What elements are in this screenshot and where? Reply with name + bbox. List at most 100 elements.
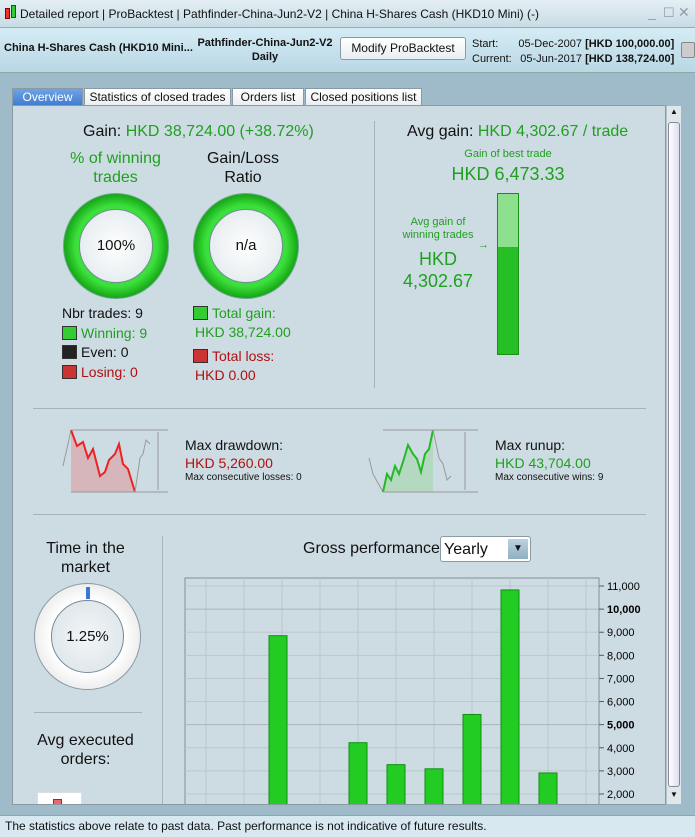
runup-line-after — [432, 429, 452, 481]
drawdown-label: Max drawdown: — [185, 437, 284, 453]
capital-info: Start: 05-Dec-2007 [HKD 100,000.00] Curre… — [472, 37, 674, 67]
divider — [33, 514, 646, 515]
divider — [162, 536, 163, 804]
title-bar: Detailed report | ProBacktest | Pathfind… — [0, 0, 695, 28]
runup-label: Max runup: — [495, 437, 566, 453]
drawdown-info: Max drawdown: HKD 5,260.00 Max consecuti… — [185, 436, 302, 484]
time-in-market-title: Time in the market — [46, 540, 125, 576]
avg-win-value: HKD 4,302.67 — [393, 248, 483, 292]
divider — [374, 121, 375, 388]
winning-donut: 100% — [63, 193, 169, 299]
avg-win-currency: HKD — [418, 249, 457, 269]
scroll-down-icon[interactable]: ▼ — [670, 790, 678, 799]
drawdown-sparkline — [62, 429, 168, 493]
nbr-trades: Nbr trades: 9 — [62, 305, 143, 321]
y-tick-label: 8,000 — [607, 650, 635, 662]
current-label: Current: — [472, 53, 512, 65]
breadcrumb: Detailed report | ProBacktest | Pathfind… — [20, 7, 539, 21]
avg-win-label: Avg gain of winning trades — [402, 216, 474, 241]
time-fill-mark — [86, 587, 90, 599]
current-capital: [HKD 138,724.00] — [585, 53, 675, 65]
scrollbar-thumb[interactable] — [668, 122, 680, 787]
total-loss-label: Total loss: — [212, 348, 275, 364]
bar — [268, 635, 288, 804]
breadcrumb-item[interactable]: Detailed report — [20, 7, 99, 21]
avg-gain-value: HKD 4,302.67 / trade — [477, 123, 629, 140]
gain-loss-totals: Total gain: HKD 38,724.00 Total loss: HK… — [193, 304, 291, 385]
y-tick-label: 11,000 — [607, 581, 640, 593]
tab-orders-list[interactable]: Orders list — [232, 88, 304, 106]
bar — [462, 713, 482, 804]
chevron-down-icon[interactable]: ▼ — [508, 539, 528, 559]
divider — [33, 408, 646, 409]
gain-swatch — [193, 306, 208, 320]
report-header: China H-Shares Cash (HKD10 Mini... Pathf… — [0, 28, 695, 73]
drawdown-line — [70, 429, 136, 493]
bar — [348, 742, 368, 804]
drawdown-value: HKD 5,260.00 — [185, 455, 273, 471]
avg-executed-orders-title: Avg executed orders: — [37, 732, 134, 768]
period-select[interactable]: Yearly ▼ — [440, 536, 531, 562]
avg-gain-bar — [497, 193, 519, 355]
total-gain-label: Total gain: — [212, 305, 276, 321]
print-icon[interactable] — [681, 42, 695, 58]
scroll-up-icon[interactable]: ▲ — [670, 107, 678, 116]
winning-count: Winning: 9 — [81, 324, 148, 341]
tab-overview[interactable]: Overview — [12, 88, 83, 106]
y-tick-label: 3,000 — [607, 766, 635, 778]
runup-line-before — [368, 457, 384, 493]
bar — [538, 772, 558, 804]
best-trade-value: HKD 6,473.33 — [451, 164, 565, 184]
trade-counts: Nbr trades: 9 Winning: 9 Even: 0 Losing:… — [62, 304, 147, 382]
even-swatch — [62, 345, 77, 359]
timeframe: Daily — [251, 51, 279, 63]
runup-info: Max runup: HKD 43,704.00 Max consecutive… — [495, 436, 603, 484]
vertical-scrollbar[interactable]: ▲ ▼ — [666, 106, 681, 804]
strategy-name: Pathfinder-China-Jun2-V2 — [197, 37, 333, 49]
y-tick-label: 10,000 — [607, 604, 641, 616]
overview-panel: Gain: HKD 38,724.00 (+38.72%) % of winni… — [12, 105, 666, 805]
y-tick-label: 9,000 — [607, 627, 635, 639]
y-tick-label: 2,000 — [607, 789, 635, 801]
drawdown-line-after — [134, 438, 151, 493]
bar — [386, 764, 406, 804]
modify-probacktest-button[interactable]: Modify ProBacktest — [340, 37, 466, 60]
winning-pct: 100% — [79, 209, 153, 283]
gain-summary: Gain: HKD 38,724.00 (+38.72%) — [83, 123, 314, 141]
runup-area — [383, 430, 433, 492]
y-tick-label: 5,000 — [607, 720, 635, 732]
loss-swatch — [193, 349, 208, 363]
losing-count: Losing: 0 — [81, 363, 138, 380]
tab-statistics-closed-trades[interactable]: Statistics of closed trades — [84, 88, 231, 106]
candlestick-icon — [5, 8, 10, 19]
best-trade-label: Gain of best trade — [464, 148, 552, 160]
avg-gain-summary: Avg gain: HKD 4,302.67 / trade — [407, 123, 628, 141]
avg-win-number: 4,302.67 — [402, 271, 474, 291]
close-icon[interactable]: ✕ — [678, 4, 690, 20]
breadcrumb-item[interactable]: Pathfinder-China-Jun2-V2 — [183, 7, 322, 21]
divider — [34, 712, 142, 713]
minimize-icon[interactable]: _ — [648, 4, 656, 20]
breadcrumb-item[interactable]: ProBacktest — [108, 7, 174, 21]
max-consecutive-losses: Max consecutive losses: 0 — [185, 472, 302, 483]
chart-svg: 11,000 10,000 9,000 8,000 7,000 6,000 5,000 4,0… — [184, 577, 641, 804]
arrow-icon: → — [478, 239, 489, 251]
candlestick-icon — [11, 5, 16, 18]
gain-label: Gain: — [83, 123, 122, 140]
maximize-icon[interactable]: ☐ — [663, 5, 675, 20]
winning-swatch — [62, 325, 77, 340]
start-date: 05-Dec-2007 — [518, 38, 582, 50]
period-select-value: Yearly — [444, 541, 488, 558]
drawdown-line-before — [62, 429, 72, 467]
document-icon — [37, 792, 82, 804]
avg-gain-label: Avg gain: — [407, 123, 474, 140]
breadcrumb-item[interactable]: China H-Shares Cash (HKD10 Mini) (-) — [331, 7, 539, 21]
max-consecutive-wins: Max consecutive wins: 9 — [495, 472, 604, 483]
time-in-market-pct: 1.25% — [51, 600, 124, 673]
start-label: Start: — [472, 38, 499, 50]
status-bar: The statistics above relate to past data… — [0, 815, 695, 837]
tab-closed-positions-list[interactable]: Closed positions list — [305, 88, 422, 106]
gross-performance-chart: 11,000 10,000 9,000 8,000 7,000 6,000 5,000 4,0… — [13, 106, 665, 804]
ratio-value: n/a — [209, 209, 283, 283]
instrument-name: China H-Shares Cash (HKD10 Mini... — [4, 42, 193, 54]
